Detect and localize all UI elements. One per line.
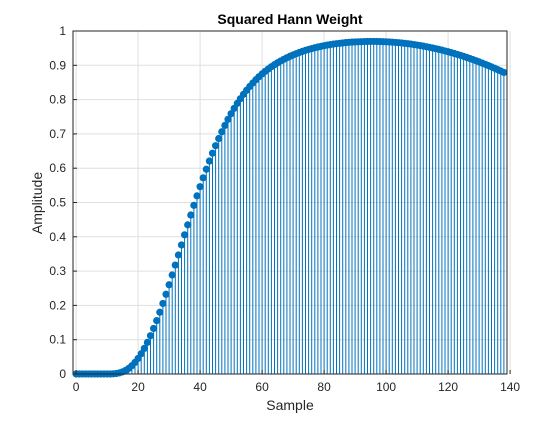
y-tick-label: 0.6 (49, 161, 66, 175)
y-tick-label: 0 (59, 367, 66, 381)
stem-marker (171, 261, 179, 269)
x-tick-label: 120 (438, 380, 458, 394)
y-tick-label: 0.2 (49, 298, 66, 312)
stem-marker (153, 316, 161, 325)
stem-marker (165, 281, 173, 289)
stem-marker (187, 211, 195, 219)
x-tick-label: 100 (376, 380, 396, 394)
y-tick-label: 0.4 (49, 230, 66, 244)
stem-marker (212, 142, 220, 150)
stem-marker (156, 308, 164, 316)
stem-marker (162, 290, 170, 298)
y-tick-label: 0.1 (49, 333, 66, 347)
x-tick-label: 20 (131, 380, 145, 394)
stem-marker (500, 68, 508, 77)
stem-marker (193, 192, 201, 200)
y-tick-label: 0.8 (49, 93, 66, 107)
x-axis-label: Sample (266, 397, 314, 413)
stem-marker (181, 231, 189, 239)
x-tick-label: 60 (255, 380, 269, 394)
stem-marker (146, 332, 155, 340)
stem-marker (174, 251, 182, 259)
stem-marker (221, 121, 229, 129)
stem-marker (224, 115, 232, 123)
stem-marker (196, 183, 204, 191)
stem-marker (190, 201, 198, 209)
y-axis-label: Amplitude (29, 172, 45, 234)
stem-marker (215, 134, 223, 143)
y-tick-label: 0.9 (49, 58, 66, 72)
stem-marker (184, 221, 192, 229)
stems (109, 41, 505, 374)
x-tick-label: 0 (73, 380, 80, 394)
stem-marker (143, 338, 151, 346)
markers (72, 37, 508, 378)
stem-marker (205, 157, 213, 165)
stem-marker (218, 128, 226, 136)
stem-marker (150, 324, 158, 333)
stem-marker (137, 350, 145, 358)
y-tick-label: 0.5 (49, 196, 66, 210)
x-tick-label: 40 (193, 380, 207, 394)
y-tick-label: 0.3 (49, 264, 66, 278)
stem-marker (177, 241, 186, 249)
stem-marker (159, 299, 167, 308)
stem-marker (199, 174, 207, 182)
x-tick-label: 140 (500, 380, 520, 394)
x-tick-label: 80 (317, 380, 331, 394)
stem-marker (140, 344, 148, 353)
x-axis-ticks: 0 20 40 60 80 100 120 140 (73, 370, 520, 394)
y-tick-label: 0.7 (49, 127, 66, 141)
chart-title: Squared Hann Weight (217, 11, 363, 27)
stem-marker (168, 271, 176, 279)
stem-marker (202, 165, 210, 173)
y-tick-label: 1 (59, 24, 66, 38)
stem-marker (208, 149, 217, 157)
y-axis-ticks: 0 0.1 0.2 0.3 0.4 0.5 0.6 0.7 0.8 0.9 1 (49, 24, 77, 381)
stem-marker (227, 110, 235, 118)
